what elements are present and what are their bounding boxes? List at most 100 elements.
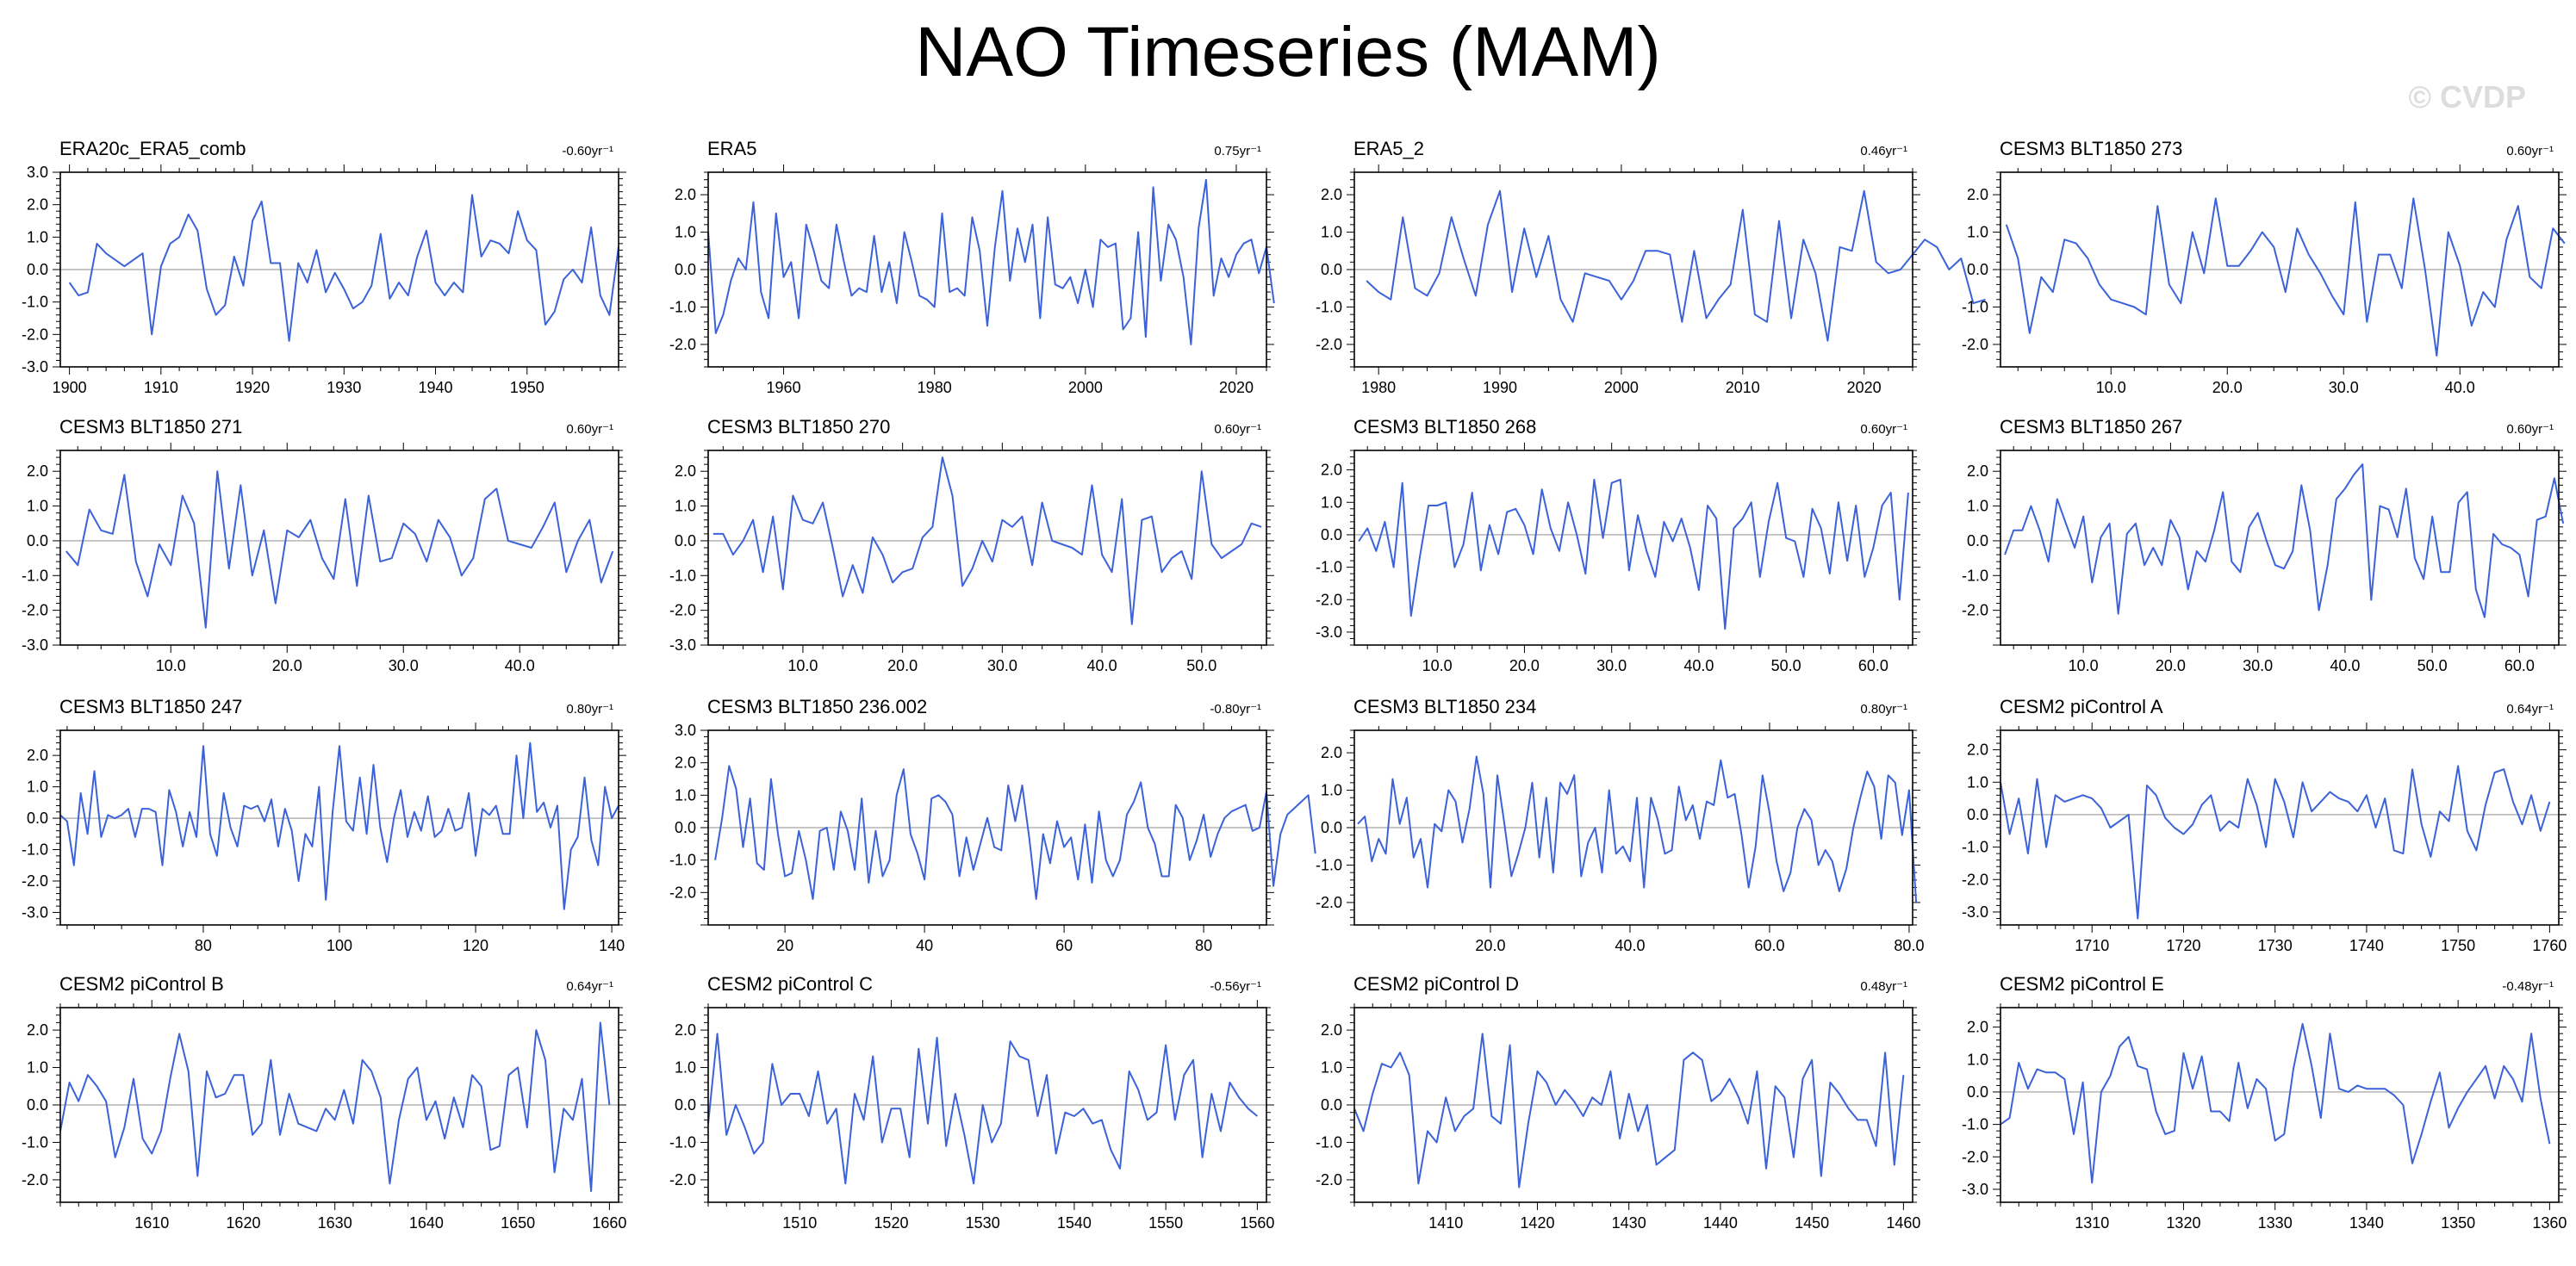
x-tick-label: 2000 <box>1604 379 1639 396</box>
chart-panel: CESM3 BLT1850 267 0.60yr⁻¹ -2.0 -1.0 0.0 1.0 2… <box>1962 416 2567 674</box>
panel-title: CESM3 BLT1850 234 <box>1353 696 1536 717</box>
x-tick-label: 1740 <box>2349 937 2384 954</box>
y-tick-label: -3.0 <box>22 358 48 375</box>
x-tick-label: 80 <box>1195 937 1212 954</box>
y-tick-label: 2.0 <box>1967 462 1988 480</box>
y-tick-label: -2.0 <box>22 602 48 619</box>
y-tick-label: 1.0 <box>1967 498 1988 515</box>
y-tick-label: 1.0 <box>675 224 696 241</box>
y-tick-label: 2.0 <box>675 462 696 480</box>
x-tick-label: 1520 <box>874 1214 908 1232</box>
x-tick-label: 1530 <box>966 1214 1000 1232</box>
plot-frame <box>1353 729 1913 926</box>
y-tick-label: 1.0 <box>675 1059 696 1077</box>
y-tick-label: 0.0 <box>1321 261 1342 278</box>
panel-title: CESM3 BLT1850 270 <box>707 416 890 438</box>
x-tick-label: 1950 <box>510 379 544 396</box>
y-tick-label: -2.0 <box>669 336 696 353</box>
cvdp-watermark: © CVDP <box>2408 79 2526 115</box>
series-line <box>1353 1033 1905 1188</box>
y-tick-label: -3.0 <box>22 903 48 921</box>
x-tick-label: 50.0 <box>2417 657 2448 674</box>
y-tick-label: -1.0 <box>22 294 48 311</box>
y-tick-label: 0.0 <box>27 810 48 827</box>
chart-panel: CESM3 BLT1850 236.002 -0.80yr⁻¹ -2.0 -1.0 0.… <box>669 696 1316 954</box>
x-tick-label: 10.0 <box>787 657 818 674</box>
x-tick-label: 20.0 <box>272 657 302 674</box>
y-tick-label: -3.0 <box>1962 1181 1988 1198</box>
x-tick-label: 1750 <box>2441 937 2475 954</box>
series-line <box>707 178 1275 345</box>
y-tick-label: -2.0 <box>1316 894 1342 911</box>
plot-frame <box>59 729 619 926</box>
trend-label: 0.80yr⁻¹ <box>566 702 613 717</box>
series-line <box>2005 197 2566 357</box>
x-tick-label: 1560 <box>1240 1214 1274 1232</box>
y-tick-label: 1.0 <box>1967 1051 1988 1068</box>
x-tick-label: 1990 <box>1483 379 1517 396</box>
y-tick-label: 1.0 <box>1321 224 1342 241</box>
plot-frame <box>707 450 1267 646</box>
y-tick-label: 0.0 <box>1321 526 1342 543</box>
chart-panel: CESM2 piControl D 0.48yr⁻¹ -2.0 -1.0 0.0 1.0 2… <box>1316 973 1920 1232</box>
chart-panel: CESM3 BLT1850 271 0.60yr⁻¹ -3.0 -2.0 -1.0 0.0… <box>22 416 626 674</box>
x-tick-label: 60 <box>1055 937 1073 954</box>
trend-label: 0.80yr⁻¹ <box>1860 702 1907 717</box>
x-tick-label: 10.0 <box>156 657 186 674</box>
y-tick-label: -2.0 <box>669 884 696 901</box>
x-tick-label: 1930 <box>327 379 361 396</box>
x-tick-label: 30.0 <box>2243 657 2273 674</box>
x-tick-label: 2020 <box>1847 379 1882 396</box>
plot-frame <box>2000 171 2560 368</box>
y-tick-label: -1.0 <box>669 298 696 315</box>
y-tick-label: 1.0 <box>27 498 48 515</box>
x-tick-label: 60.0 <box>1754 937 1784 954</box>
x-tick-label: 1350 <box>2441 1214 2475 1232</box>
trend-label: 0.60yr⁻¹ <box>566 422 613 437</box>
x-tick-label: 1630 <box>318 1214 352 1232</box>
chart-panel: CESM3 BLT1850 270 0.60yr⁻¹ -3.0 -2.0 -1.0 0.0… <box>669 416 1274 674</box>
y-tick-label: 0.0 <box>1321 1096 1342 1114</box>
y-tick-label: -1.0 <box>1316 1133 1342 1151</box>
chart-panel: CESM3 BLT1850 273 0.60yr⁻¹ -2.0 -1.0 0.0 1.0 2… <box>1962 138 2567 396</box>
x-tick-label: 1330 <box>2258 1214 2293 1232</box>
y-tick-label: -3.0 <box>669 636 696 654</box>
figure-title: NAO Timeseries (MAM) <box>915 13 1661 91</box>
x-tick-label: 140 <box>599 937 625 954</box>
x-tick-label: 10.0 <box>1422 657 1453 674</box>
x-tick-label: 1650 <box>501 1214 535 1232</box>
x-tick-label: 40.0 <box>505 657 535 674</box>
y-tick-label: -1.0 <box>669 567 696 584</box>
chart-panel: CESM2 piControl C -0.56yr⁻¹ -2.0 -1.0 0.0 1.0… <box>669 973 1274 1232</box>
y-tick-label: 1.0 <box>1321 493 1342 511</box>
x-tick-label: 20 <box>776 937 793 954</box>
x-tick-label: 40.0 <box>1087 657 1117 674</box>
chart-panel: CESM2 piControl B 0.64yr⁻¹ -2.0 -1.0 0.0 1.0 2… <box>22 973 626 1232</box>
y-tick-label: -1.0 <box>1316 856 1342 873</box>
x-tick-label: 1320 <box>2166 1214 2200 1232</box>
y-tick-label: -2.0 <box>669 602 696 619</box>
plot-frame <box>2000 1007 2560 1203</box>
y-tick-label: 2.0 <box>27 747 48 764</box>
y-tick-label: 2.0 <box>675 1021 696 1039</box>
y-tick-label: 2.0 <box>1967 742 1988 759</box>
x-tick-label: 30.0 <box>1596 657 1627 674</box>
trend-label: 0.60yr⁻¹ <box>2506 144 2554 158</box>
y-tick-label: 0.0 <box>675 261 696 278</box>
x-tick-label: 1960 <box>767 379 801 396</box>
series-line <box>2004 463 2565 618</box>
x-tick-label: 1360 <box>2532 1214 2567 1232</box>
y-tick-label: -1.0 <box>669 1133 696 1151</box>
plot-frame <box>1353 1007 1913 1203</box>
y-tick-label: 0.0 <box>675 819 696 836</box>
y-tick-label: -3.0 <box>1962 903 1988 921</box>
chart-panel: CESM3 BLT1850 247 0.80yr⁻¹ -3.0 -2.0 -1.0 0.0… <box>22 696 626 954</box>
y-tick-label: 0.0 <box>27 1096 48 1114</box>
x-tick-label: 1620 <box>226 1214 260 1232</box>
y-tick-label: 3.0 <box>675 722 696 739</box>
y-tick-label: -1.0 <box>22 1133 48 1151</box>
trend-label: -0.48yr⁻¹ <box>2502 979 2554 994</box>
y-tick-label: 0.0 <box>675 532 696 549</box>
y-tick-label: -2.0 <box>22 1171 48 1188</box>
